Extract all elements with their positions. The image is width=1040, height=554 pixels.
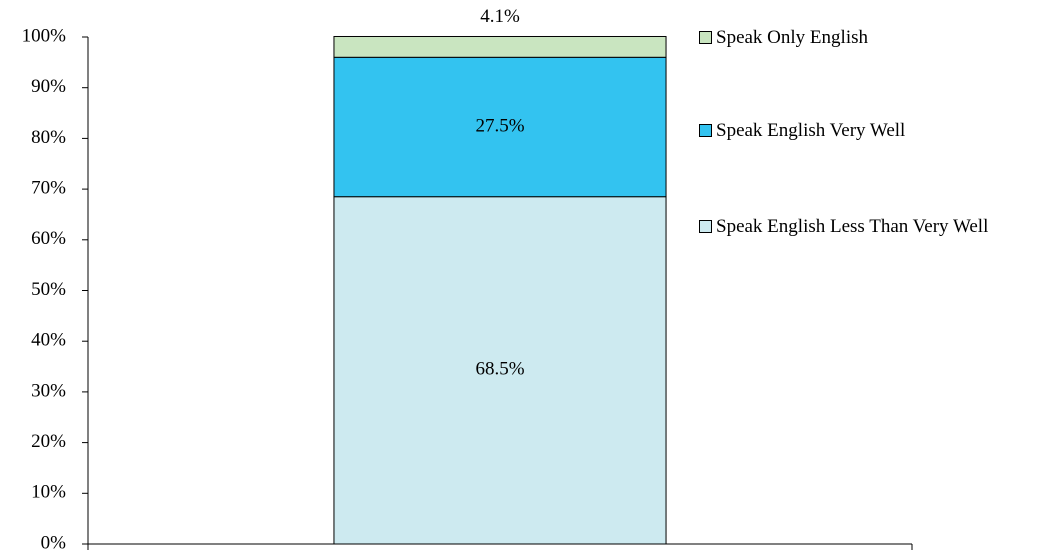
y-tick-label: 60%: [31, 228, 66, 249]
legend-label: Speak English Very Well: [716, 120, 906, 141]
y-tick-label: 70%: [31, 177, 66, 198]
y-tick-label: 10%: [31, 482, 66, 503]
data-label: 4.1%: [480, 6, 520, 27]
y-tick-label: 100%: [22, 25, 67, 46]
y-tick-label: 0%: [41, 532, 67, 553]
y-tick-label: 50%: [31, 279, 66, 300]
bar-segment: [333, 56, 667, 198]
y-tick-label: 20%: [31, 431, 66, 452]
data-label: 68.5%: [475, 359, 524, 380]
legend-swatch: [699, 31, 712, 44]
legend-label: Speak English Less Than Very Well: [716, 216, 989, 237]
legend-label: Speak Only English: [716, 27, 868, 48]
y-tick-label: 90%: [31, 76, 66, 97]
y-tick-label: 40%: [31, 330, 66, 351]
y-tick-label: 80%: [31, 127, 66, 148]
data-label: 27.5%: [475, 115, 524, 136]
bar-segment: [333, 196, 667, 545]
legend-swatch: [699, 220, 712, 233]
y-tick-label: 30%: [31, 380, 66, 401]
legend-swatch: [699, 124, 712, 137]
bar-segment: [333, 35, 667, 58]
